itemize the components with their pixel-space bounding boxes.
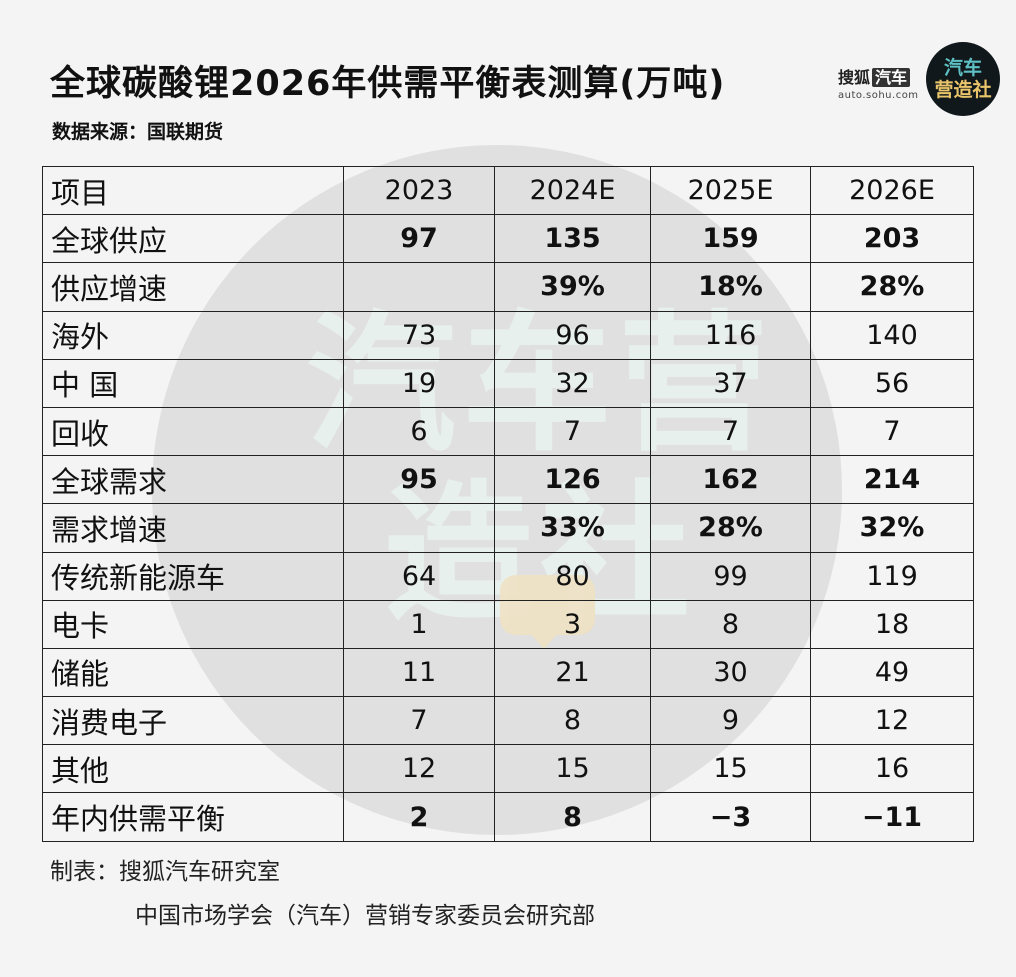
table-row: 中 国 19 32 37 56	[42, 358, 974, 408]
table-cell: −11	[810, 792, 974, 842]
row-label: 供应增速	[42, 262, 344, 312]
table-cell: 3	[494, 599, 651, 649]
table-cell: 162	[650, 455, 811, 505]
header-cell-year: 2025E	[650, 165, 811, 216]
table-cell: 32%	[810, 503, 974, 553]
table-row: 全球供应 97 135 159 203	[42, 214, 974, 264]
header-cell-year: 2024E	[494, 165, 651, 216]
table-cell: 7	[494, 406, 651, 457]
table-cell: 16	[810, 744, 974, 794]
table-cell: 140	[810, 310, 974, 360]
table-cell: 12	[810, 696, 974, 746]
row-label: 中 国	[42, 358, 344, 408]
header-cell-year: 2026E	[810, 165, 974, 216]
table-row: 年内供需平衡 2 8 −3 −11	[42, 792, 974, 842]
table-cell: 15	[494, 744, 651, 794]
table-cell: 7	[650, 406, 811, 457]
table-cell: 8	[494, 696, 651, 746]
table-cell: 7	[343, 696, 495, 746]
sohu-brand-badge: 汽车	[872, 68, 911, 87]
table-cell: −3	[650, 792, 811, 842]
table-cell: 18	[810, 599, 974, 649]
table-header-row: 项目 2023 2024E 2025E 2026E	[42, 165, 974, 216]
table-cell: 49	[810, 647, 974, 698]
row-label: 全球供应	[42, 214, 344, 264]
supply-demand-table: 项目 2023 2024E 2025E 2026E 全球供应 97 135 159 203 供应增速…	[42, 165, 974, 842]
table-cell: 8	[494, 792, 651, 842]
car-studio-logo: 汽车 营造社	[926, 42, 1000, 116]
table-cell: 56	[810, 358, 974, 408]
header-cell-item: 项目	[42, 165, 344, 216]
table-cell: 116	[650, 310, 811, 360]
table-cell: 6	[343, 406, 495, 457]
table-row: 消费电子 7 8 9 12	[42, 696, 974, 746]
table-cell: 2	[343, 792, 495, 842]
table-row: 传统新能源车 64 80 99 119	[42, 551, 974, 601]
table-cell: 159	[650, 214, 811, 264]
table-cell: 8	[650, 599, 811, 649]
table-cell	[343, 262, 495, 312]
car-studio-logo-line1: 汽车	[943, 57, 982, 79]
row-label: 全球需求	[42, 455, 344, 505]
table-cell: 135	[494, 214, 651, 264]
table-cell	[343, 503, 495, 553]
table-cell: 37	[650, 358, 811, 408]
table-row: 海外 73 96 116 140	[42, 310, 974, 360]
footer-credit: 制表：搜狐汽车研究室	[50, 859, 280, 885]
sohu-brand: 搜狐 汽车	[838, 64, 918, 88]
table-cell: 33%	[494, 503, 651, 553]
table-cell: 95	[343, 455, 495, 505]
table-row: 供应增速 39% 18% 28%	[42, 262, 974, 312]
table-row: 电卡 1 3 8 18	[42, 599, 974, 649]
table-cell: 21	[494, 647, 651, 698]
row-label: 其他	[42, 744, 344, 794]
table-row: 回收 6 7 7 7	[42, 406, 974, 457]
data-source: 数据来源：国联期货	[52, 121, 224, 143]
table-cell: 214	[810, 455, 974, 505]
table-cell: 18%	[650, 262, 811, 312]
table-cell: 12	[343, 744, 495, 794]
sohu-brand-name: 搜狐	[838, 68, 871, 87]
table-cell: 126	[494, 455, 651, 505]
row-label: 年内供需平衡	[42, 792, 344, 842]
table-cell: 73	[343, 310, 495, 360]
car-studio-logo-line2: 营造社	[934, 79, 992, 101]
table-cell: 39%	[494, 262, 651, 312]
table-cell: 7	[810, 406, 974, 457]
table-cell: 19	[343, 358, 495, 408]
table-cell: 203	[810, 214, 974, 264]
table-cell: 32	[494, 358, 651, 408]
table-cell: 28%	[810, 262, 974, 312]
table-cell: 96	[494, 310, 651, 360]
sohu-auto-logo: 搜狐 汽车 auto.sohu.com	[838, 64, 918, 101]
row-label: 传统新能源车	[42, 551, 344, 601]
table-cell: 99	[650, 551, 811, 601]
table-cell: 11	[343, 647, 495, 698]
row-label: 电卡	[42, 599, 344, 649]
row-label: 消费电子	[42, 696, 344, 746]
table-cell: 30	[650, 647, 811, 698]
table-cell: 80	[494, 551, 651, 601]
table-cell: 64	[343, 551, 495, 601]
table-cell: 28%	[650, 503, 811, 553]
table-cell: 9	[650, 696, 811, 746]
table-row: 全球需求 95 126 162 214	[42, 455, 974, 505]
row-label: 回收	[42, 406, 344, 457]
table-cell: 119	[810, 551, 974, 601]
table-row: 需求增速 33% 28% 32%	[42, 503, 974, 553]
footer-organization: 中国市场学会（汽车）营销专家委员会研究部	[135, 903, 595, 929]
page-title: 全球碳酸锂2026年供需平衡表测算(万吨)	[50, 64, 726, 104]
table-cell: 97	[343, 214, 495, 264]
table-row: 其他 12 15 15 16	[42, 744, 974, 794]
table-cell: 1	[343, 599, 495, 649]
row-label: 海外	[42, 310, 344, 360]
sohu-url: auto.sohu.com	[838, 90, 919, 101]
row-label: 需求增速	[42, 503, 344, 553]
header-cell-year: 2023	[343, 165, 495, 216]
table-row: 储能 11 21 30 49	[42, 647, 974, 698]
table-cell: 15	[650, 744, 811, 794]
row-label: 储能	[42, 647, 344, 698]
